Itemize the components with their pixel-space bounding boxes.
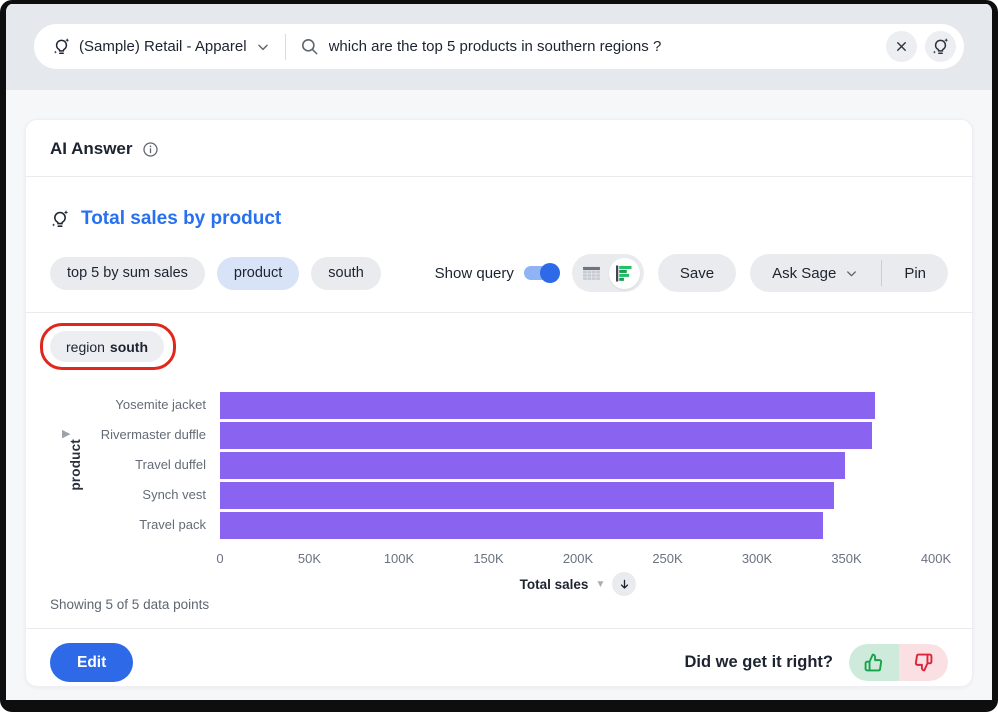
info-icon[interactable] bbox=[142, 141, 159, 158]
query-chip[interactable]: product bbox=[216, 256, 300, 290]
search-input[interactable] bbox=[328, 38, 878, 55]
card-header: AI Answer bbox=[26, 120, 972, 177]
thumbs-up-button[interactable] bbox=[849, 644, 899, 681]
thumbs-down-icon bbox=[914, 653, 933, 672]
clear-search-button[interactable] bbox=[886, 31, 917, 62]
show-query-toggle[interactable] bbox=[523, 263, 560, 283]
bar[interactable] bbox=[220, 481, 834, 509]
bar-chart-icon bbox=[615, 265, 634, 282]
table-icon bbox=[582, 266, 601, 281]
save-button[interactable]: Save bbox=[657, 254, 737, 292]
x-axis-label-row: Total sales ▼ bbox=[220, 570, 936, 598]
bar[interactable] bbox=[220, 421, 872, 449]
card-title: AI Answer bbox=[50, 139, 133, 158]
feedback-buttons bbox=[849, 644, 948, 681]
datasource-name: (Sample) Retail - Apparel bbox=[79, 38, 247, 55]
search-icon bbox=[300, 37, 319, 56]
query-chips: top 5 by sum sales product south bbox=[50, 256, 381, 290]
bar-track bbox=[220, 450, 936, 480]
category-label: Travel duffel bbox=[135, 457, 206, 472]
axis-expand-icon[interactable]: ▶ bbox=[62, 428, 71, 440]
region-filter-chip[interactable]: region south bbox=[50, 331, 165, 362]
sage-icon bbox=[52, 37, 71, 56]
ask-sage-pin-group: Ask Sage Pin bbox=[750, 254, 948, 292]
bar[interactable] bbox=[220, 451, 845, 479]
thumbs-down-button[interactable] bbox=[898, 644, 948, 681]
sage-submit-button[interactable] bbox=[925, 31, 956, 62]
feedback-question: Did we get it right? bbox=[684, 653, 834, 671]
datasource-picker[interactable]: (Sample) Retail - Apparel bbox=[52, 37, 285, 56]
bar-track bbox=[220, 510, 936, 540]
bar-chart-grid: Yosemite jacket Rivermaster duffle Travel … bbox=[88, 390, 951, 598]
x-tick-label: 0 bbox=[216, 551, 224, 566]
edit-button[interactable]: Edit bbox=[50, 643, 134, 682]
feedback-section: Did we get it right? bbox=[684, 644, 948, 681]
category-label: Rivermaster duffle bbox=[100, 427, 206, 442]
filter-dimension: region bbox=[66, 338, 105, 355]
show-query-control: Show query bbox=[434, 263, 560, 283]
x-tick-label: 100K bbox=[383, 551, 415, 566]
filter-value: south bbox=[109, 338, 149, 355]
query-chip[interactable]: top 5 by sum sales bbox=[50, 256, 205, 290]
x-tick-label: 250K bbox=[652, 551, 683, 566]
controls-row: top 5 by sum sales product south Show quer… bbox=[26, 230, 972, 313]
ask-sage-button[interactable]: Ask Sage bbox=[750, 254, 881, 292]
y-axis-label-column: ▶ product bbox=[62, 390, 88, 540]
search-pill: (Sample) Retail - Apparel bbox=[34, 24, 964, 69]
showing-row: Showing 5 of 5 data points bbox=[26, 594, 972, 628]
pin-button[interactable]: Pin bbox=[882, 254, 948, 292]
x-axis-title[interactable]: Total sales bbox=[519, 576, 589, 592]
sage-icon bbox=[50, 209, 70, 229]
right-controls: Show query Save Ask Sage bbox=[435, 254, 948, 292]
search-divider bbox=[284, 33, 286, 60]
card-footer: Edit Did we get it right? bbox=[26, 628, 972, 698]
sort-direction-button[interactable] bbox=[612, 572, 637, 596]
data-points-count: Showing 5 of 5 data points bbox=[50, 597, 210, 612]
query-chip[interactable]: south bbox=[311, 256, 381, 290]
answer-title[interactable]: Total sales by product bbox=[81, 208, 282, 229]
arrow-down-icon bbox=[618, 578, 631, 591]
bar-track bbox=[220, 390, 936, 420]
bar-track bbox=[220, 480, 936, 510]
bar[interactable] bbox=[220, 511, 824, 539]
x-tick-label: 300K bbox=[741, 551, 773, 566]
x-axis-ticks: 0 50K 100K 150K 200K 250K 300K 350K 400K bbox=[216, 540, 951, 570]
bar[interactable] bbox=[220, 391, 876, 419]
button-divider bbox=[881, 260, 883, 286]
x-tick-label: 50K bbox=[297, 551, 322, 566]
toggle-knob bbox=[539, 263, 560, 283]
answer-head: Total sales by product bbox=[26, 177, 972, 230]
top-search-bar: (Sample) Retail - Apparel bbox=[6, 4, 992, 90]
bar-chart: ▶ product Yosemite jacket Rivermaster duf… bbox=[26, 368, 972, 598]
category-label: Travel pack bbox=[139, 517, 206, 532]
thumbs-up-icon bbox=[864, 653, 883, 672]
view-switcher bbox=[571, 254, 644, 292]
chart-view-button[interactable] bbox=[608, 257, 640, 289]
ai-answer-card: AI Answer Total sales by product top 5 b… bbox=[25, 119, 973, 687]
ask-sage-label: Ask Sage bbox=[772, 264, 837, 282]
x-tick-label: 150K bbox=[473, 551, 504, 566]
chevron-down-icon bbox=[255, 39, 271, 55]
x-tick-label: 350K bbox=[831, 551, 862, 566]
x-tick-label: 200K bbox=[562, 551, 594, 566]
table-view-button[interactable] bbox=[576, 258, 607, 289]
filter-row: region south bbox=[26, 313, 972, 370]
sage-icon bbox=[931, 37, 950, 56]
axis-menu-caret-icon[interactable]: ▼ bbox=[595, 578, 606, 590]
show-query-label: Show query bbox=[434, 264, 514, 282]
category-label: Synch vest bbox=[142, 487, 206, 502]
y-axis-title: product bbox=[67, 439, 83, 491]
x-tick-label: 400K bbox=[920, 551, 952, 566]
category-label: Yosemite jacket bbox=[115, 397, 206, 412]
chevron-down-icon bbox=[844, 266, 859, 281]
close-icon bbox=[894, 39, 909, 54]
page-background: AI Answer Total sales by product top 5 b… bbox=[6, 90, 992, 700]
search-zone bbox=[286, 37, 878, 56]
bar-track bbox=[220, 420, 936, 450]
